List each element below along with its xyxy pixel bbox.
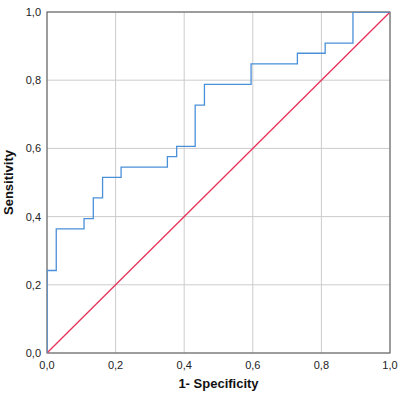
series-line: [47, 12, 390, 353]
grid-line: [47, 216, 390, 217]
tick-label: 0,8: [26, 74, 41, 86]
plot-frame: [47, 12, 390, 353]
tick-label: 0,4: [177, 359, 192, 371]
tick-label: 0,2: [26, 279, 41, 291]
tick-label: 0,4: [26, 211, 41, 223]
tick-label: 0,6: [26, 142, 41, 154]
grid-line: [47, 148, 390, 149]
grid-line: [321, 12, 322, 353]
axis-title: 1- Specificity: [178, 376, 259, 391]
grid-line: [47, 80, 390, 81]
tick-label: 0,0: [39, 359, 54, 371]
tick-label: 0,6: [245, 359, 260, 371]
grid-line: [115, 12, 116, 353]
tick-label: 1,0: [26, 6, 41, 18]
tick-label: 1,0: [382, 359, 397, 371]
tick-label: 0,8: [314, 359, 329, 371]
grid-line: [252, 12, 253, 353]
chart: 0,0 0,2 0,4 0,6 0,8 1,0 0,0 0,2 0,4 0,6 0,8 1,0 1- S…: [0, 0, 400, 394]
axis-title: Sensitivity: [1, 149, 16, 215]
tick-label: 0,0: [26, 347, 41, 359]
grid-line: [184, 12, 185, 353]
tick-label: 0,2: [108, 359, 123, 371]
series-group: [47, 12, 390, 353]
grid-line: [47, 284, 390, 285]
plot-background: [47, 12, 390, 353]
series-line: [47, 12, 390, 353]
